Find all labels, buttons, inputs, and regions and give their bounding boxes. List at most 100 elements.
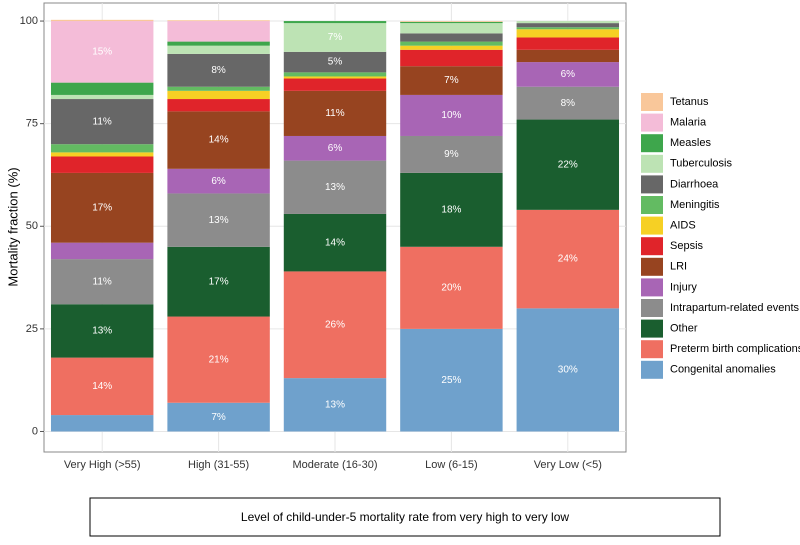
bar-segment	[167, 193, 270, 247]
bar-segment	[167, 86, 270, 91]
data-label: 13%	[325, 182, 345, 193]
data-label: 14%	[92, 381, 112, 392]
legend-swatch	[641, 216, 663, 235]
bar-segment	[400, 33, 503, 42]
bar-segment	[283, 72, 387, 77]
bar-segment	[400, 23, 503, 34]
bar-segment	[167, 53, 270, 87]
y-tick-label: 25	[26, 323, 38, 335]
bar-segment	[50, 82, 154, 95]
data-label: 6%	[211, 176, 226, 187]
bar-segment	[50, 99, 154, 145]
bar-segment	[167, 168, 270, 194]
bar-segment	[516, 37, 620, 50]
x-tick-label: Moderate (16-30)	[293, 459, 378, 471]
data-label: 26%	[325, 319, 345, 330]
data-label: 11%	[325, 108, 344, 119]
data-label: 17%	[92, 202, 112, 213]
data-label: 7%	[444, 75, 459, 86]
bar-segment	[516, 49, 620, 63]
bar-segment	[283, 160, 387, 214]
y-tick-label: 50	[26, 220, 38, 232]
x-tick-label: Very High (>55)	[64, 459, 141, 471]
data-label: 14%	[325, 237, 345, 248]
data-label: 11%	[93, 276, 112, 287]
bar-segment	[167, 45, 270, 54]
legend-swatch	[641, 340, 663, 359]
bar-segment	[400, 66, 503, 95]
legend-swatch	[641, 360, 663, 379]
x-axis-label: Level of child-under-5 mortality rate fr…	[241, 510, 569, 524]
bar-segment	[516, 119, 620, 210]
data-label: 14%	[209, 135, 229, 146]
legend-label: Sepsis	[670, 240, 704, 252]
legend-label: AIDS	[670, 220, 696, 232]
legend-swatch	[641, 113, 663, 132]
legend-swatch	[641, 237, 663, 256]
legend-label: Congenital anomalies	[670, 364, 776, 376]
bar-segment	[50, 242, 154, 260]
bar-segment	[400, 45, 503, 50]
bar-segment	[516, 86, 620, 120]
data-label: 24%	[558, 254, 578, 265]
bar-segment	[167, 90, 270, 100]
legend-label: LRI	[670, 261, 687, 273]
legend-label: Other	[670, 323, 698, 335]
legend-swatch	[641, 154, 663, 173]
bar-segment	[167, 99, 270, 112]
data-label: 13%	[92, 326, 112, 337]
bar-segment	[50, 144, 154, 153]
bar-segment	[516, 209, 620, 309]
legend-swatch	[641, 319, 663, 338]
bar-segment	[283, 23, 387, 52]
data-label: 7%	[211, 412, 226, 423]
bar-segment	[50, 19, 154, 22]
legend-swatch	[641, 175, 663, 194]
legend-swatch	[641, 299, 663, 317]
y-tick-label: 75	[26, 118, 38, 130]
bar-segment	[283, 271, 387, 379]
bar-segment	[167, 316, 270, 403]
bar-segment	[50, 357, 154, 416]
bar-segment	[50, 415, 154, 432]
bar-segment	[516, 308, 620, 432]
bar-segment	[400, 21, 503, 24]
legend-swatch	[641, 134, 663, 153]
data-label: 8%	[211, 65, 226, 76]
bar-segment	[167, 402, 270, 432]
data-label: 6%	[561, 69, 576, 80]
bar-segment	[400, 172, 503, 247]
legend-label: Malaria	[670, 117, 707, 129]
bar-segment	[400, 21, 503, 22]
bar-segment	[516, 23, 620, 28]
bar-segment	[400, 49, 503, 67]
bar-segment	[283, 213, 387, 272]
bar-segment	[50, 21, 154, 83]
x-tick-label: High (31-55)	[188, 459, 249, 471]
data-label: 20%	[441, 282, 461, 293]
bar-segment	[50, 259, 154, 305]
legend-swatch	[641, 93, 663, 111]
bar-segment	[50, 172, 154, 243]
legend-label: Tetanus	[670, 96, 709, 108]
data-label: 13%	[325, 399, 345, 410]
bar-segment	[516, 21, 620, 24]
legend-swatch	[641, 196, 663, 214]
data-label: 13%	[209, 215, 229, 226]
legend-label: Tuberculosis	[670, 158, 732, 170]
legend-label: Preterm birth complications	[670, 343, 800, 355]
data-label: 15%	[92, 46, 112, 57]
bar-segment	[400, 41, 503, 46]
bar-segment	[167, 111, 270, 169]
bar-segment	[283, 90, 387, 136]
y-tick-label: 0	[32, 425, 38, 437]
data-label: 21%	[209, 354, 229, 365]
x-label-box	[89, 497, 721, 537]
bar-segment	[516, 27, 620, 30]
bar-segment	[50, 156, 154, 173]
bar-segment	[283, 21, 387, 24]
data-label: 5%	[328, 57, 343, 68]
data-label: 6%	[328, 143, 343, 154]
